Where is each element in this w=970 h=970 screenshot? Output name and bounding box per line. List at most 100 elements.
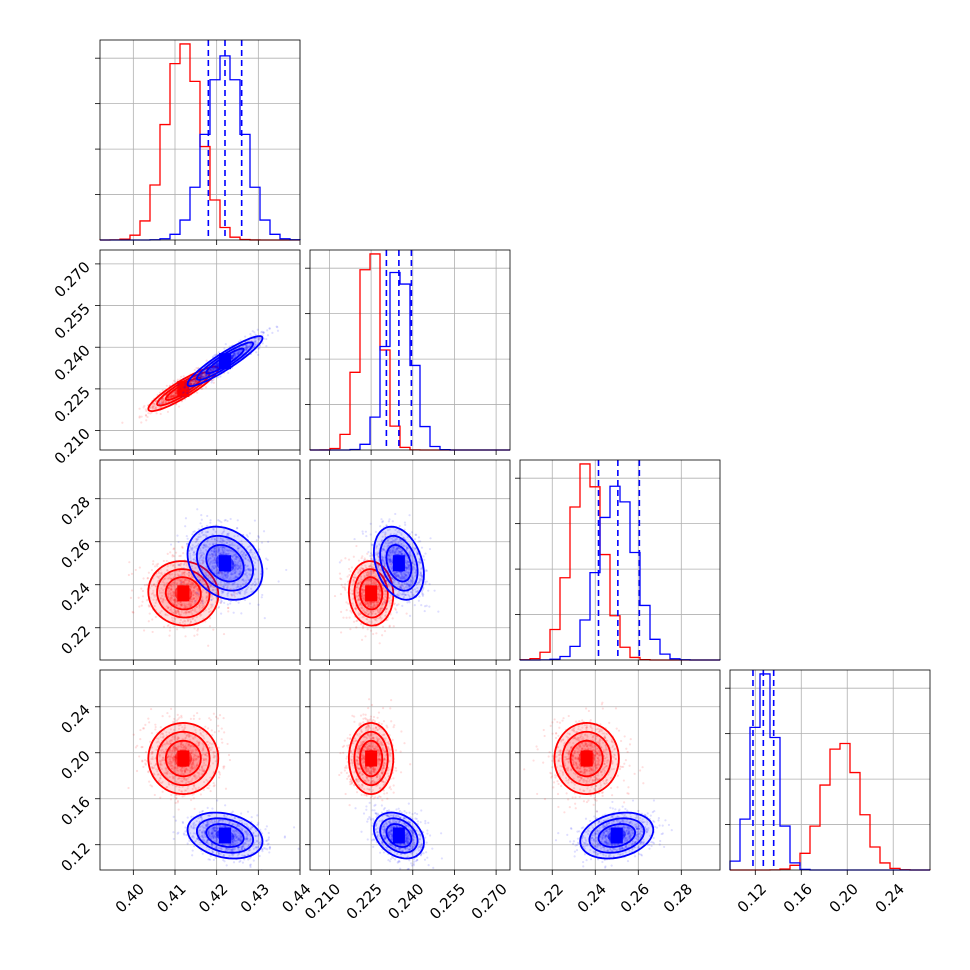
- scatter-point: [169, 551, 172, 554]
- scatter-point: [206, 530, 209, 534]
- scatter-point: [266, 329, 269, 332]
- scatter-point: [376, 601, 379, 604]
- scatter-point: [195, 616, 198, 619]
- scatter-point: [233, 595, 236, 598]
- scatter-point: [352, 582, 355, 585]
- scatter-point: [213, 547, 216, 550]
- scatter-point: [250, 548, 253, 551]
- scatter-point: [248, 545, 251, 548]
- scatter-point: [253, 561, 257, 564]
- scatter-point: [383, 600, 386, 603]
- scatter-point: [239, 350, 242, 353]
- scatter-point: [171, 382, 174, 385]
- scatter-point: [215, 554, 218, 557]
- scatter-point: [182, 573, 185, 576]
- scatter-point: [171, 564, 175, 567]
- scatter-point: [172, 395, 175, 398]
- scatter-point: [178, 564, 181, 567]
- scatter-point: [361, 567, 365, 570]
- scatter-point: [201, 598, 204, 601]
- scatter-point: [221, 547, 224, 550]
- scatter-point: [405, 583, 408, 586]
- scatter-point: [403, 552, 406, 555]
- scatter-point: [214, 565, 218, 568]
- scatter-point: [204, 386, 208, 389]
- scatter-point: [239, 592, 242, 595]
- scatter-point: [214, 564, 217, 568]
- scatter-point: [254, 583, 257, 586]
- scatter-point: [237, 351, 240, 355]
- scatter-point: [386, 618, 389, 621]
- scatter-point: [201, 577, 204, 580]
- scatter-point: [378, 589, 381, 592]
- scatter-point: [194, 380, 197, 383]
- scatter-point: [198, 603, 201, 606]
- scatter-point: [246, 535, 249, 538]
- scatter-point: [144, 414, 148, 417]
- scatter-point: [236, 563, 239, 567]
- scatter-point: [224, 518, 227, 522]
- scatter-point: [378, 610, 381, 614]
- scatter-point: [213, 547, 216, 550]
- y-tick-label: 0.24: [57, 579, 93, 615]
- scatter-point: [382, 548, 386, 551]
- scatter-point: [373, 580, 376, 583]
- scatter-point: [404, 523, 407, 526]
- scatter-point: [238, 572, 241, 575]
- scatter-point: [200, 531, 203, 535]
- scatter-point: [151, 407, 154, 411]
- scatter-point: [169, 591, 172, 595]
- scatter-point: [360, 604, 363, 607]
- scatter-point: [251, 330, 254, 333]
- scatter-point: [191, 584, 194, 587]
- scatter-point: [178, 600, 182, 604]
- scatter-point: [363, 575, 367, 578]
- scatter-point: [169, 403, 172, 406]
- scatter-point: [178, 554, 181, 558]
- scatter-point: [172, 608, 176, 611]
- scatter-point: [388, 551, 392, 554]
- scatter-point: [369, 610, 372, 613]
- scatter-point: [381, 521, 384, 524]
- scatter-point: [204, 620, 207, 623]
- scatter-point: [371, 566, 374, 569]
- scatter-point: [190, 576, 193, 579]
- scatter-point: [213, 566, 216, 570]
- scatter-point: [215, 596, 218, 599]
- scatter-point: [239, 591, 242, 595]
- scatter-point: [173, 576, 176, 579]
- scatter-point: [174, 559, 177, 562]
- scatter-point: [167, 397, 171, 400]
- scatter-point: [155, 563, 158, 566]
- scatter-point: [252, 557, 256, 560]
- scatter-point: [376, 609, 379, 612]
- scatter-point: [235, 563, 238, 566]
- scatter-point: [146, 577, 149, 580]
- scatter-point: [375, 547, 378, 550]
- scatter-point: [375, 632, 378, 635]
- scatter-point: [197, 542, 200, 546]
- scatter-point: [194, 379, 197, 382]
- scatter-point: [188, 387, 191, 391]
- scatter-point: [361, 609, 365, 612]
- scatter-point: [224, 573, 227, 577]
- scatter-point: [257, 353, 260, 356]
- scatter-point: [400, 573, 403, 577]
- scatter-point: [362, 559, 366, 562]
- scatter-point: [181, 571, 184, 574]
- scatter-point: [198, 607, 201, 610]
- scatter-point: [363, 607, 366, 610]
- scatter-point: [187, 582, 190, 585]
- scatter-point: [359, 569, 362, 572]
- scatter-point: [174, 394, 177, 397]
- scatter-point: [199, 601, 202, 605]
- scatter-point: [382, 587, 385, 590]
- scatter-point: [362, 594, 365, 597]
- scatter-point: [212, 368, 215, 371]
- scatter-point: [159, 406, 163, 409]
- scatter-point: [172, 379, 175, 382]
- scatter-point: [411, 575, 414, 578]
- scatter-point: [166, 552, 169, 555]
- scatter-point: [418, 573, 421, 577]
- scatter-point: [356, 591, 360, 595]
